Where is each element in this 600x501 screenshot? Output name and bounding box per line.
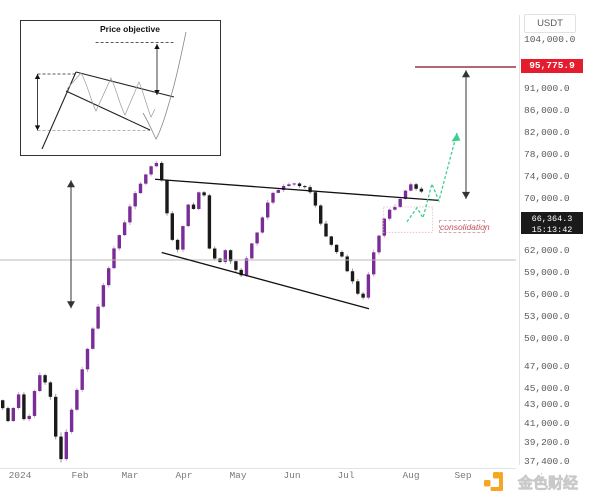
svg-text:金色财经: 金色财经	[517, 474, 578, 492]
svg-text:Price objective: Price objective	[100, 24, 160, 34]
